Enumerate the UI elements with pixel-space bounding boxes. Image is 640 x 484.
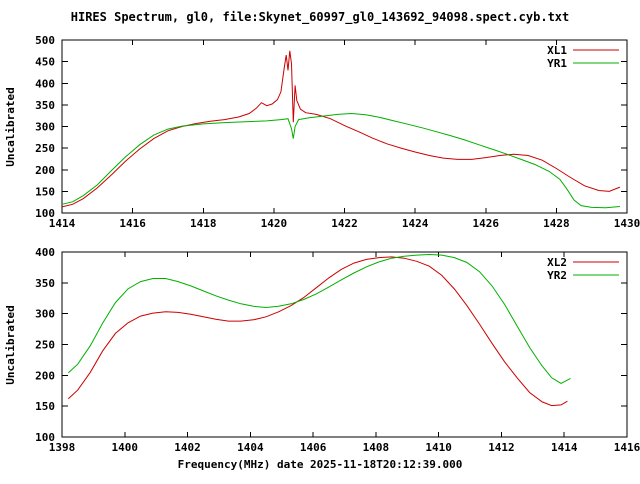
x-tick-label: 1428 bbox=[543, 217, 570, 230]
x-tick-label: 1418 bbox=[190, 217, 217, 230]
x-tick-label: 1422 bbox=[331, 217, 358, 230]
y-tick-label: 150 bbox=[35, 400, 55, 413]
y-tick-label: 100 bbox=[35, 207, 55, 220]
x-tick-label: 1398 bbox=[49, 441, 76, 454]
panel-top: 1414 1416 1418 1420 1422 1424 1426 1428 1430 100 1… bbox=[35, 34, 640, 230]
x-tick-label: 1414 bbox=[551, 441, 578, 454]
plot-border bbox=[61, 39, 628, 214]
y-tick-label: 350 bbox=[35, 99, 55, 112]
y-tick-label: 400 bbox=[35, 246, 55, 259]
y-tick-label: 350 bbox=[35, 277, 55, 290]
x-axis-label: Frequency(MHz) date 2025-11-18T20:12:39.… bbox=[178, 458, 463, 471]
chart-title: HIRES Spectrum, gl0, file:Skynet_60997_g… bbox=[71, 10, 570, 25]
y-tick-label: 200 bbox=[35, 164, 55, 177]
y-tick-label: 250 bbox=[35, 142, 55, 155]
x-tick-label: 1420 bbox=[261, 217, 288, 230]
y-tick-label: 100 bbox=[35, 431, 55, 444]
x-tick-label: 1408 bbox=[363, 441, 390, 454]
x-tick-label: 1416 bbox=[614, 441, 640, 454]
y-axis-label-bottom: Uncalibrated bbox=[4, 305, 17, 384]
y-tick-label: 300 bbox=[35, 121, 55, 134]
legend-label-xl1: XL1 bbox=[547, 44, 567, 57]
x-tick-label: 1416 bbox=[119, 217, 146, 230]
x-tick-label: 1424 bbox=[402, 217, 429, 230]
y-tick-label: 400 bbox=[35, 77, 55, 90]
y-tick-label: 500 bbox=[35, 34, 55, 47]
x-tick-label: 1404 bbox=[237, 441, 264, 454]
x-tick-label: 1406 bbox=[300, 441, 327, 454]
series-line-xl1 bbox=[61, 50, 621, 208]
legend-label-xl2: XL2 bbox=[547, 256, 567, 269]
legend-label-yr1: YR1 bbox=[547, 57, 567, 70]
x-tick-label: 1414 bbox=[49, 217, 76, 230]
x-tick-label: 1410 bbox=[425, 441, 452, 454]
x-tick-label: 1400 bbox=[112, 441, 139, 454]
y-tick-label: 250 bbox=[35, 339, 55, 352]
panel-bottom: 1398 1400 1402 1404 1406 1408 1410 1412 1414 1416… bbox=[35, 246, 640, 454]
y-axis-label-top: Uncalibrated bbox=[4, 87, 17, 166]
series-line-yr2 bbox=[67, 253, 571, 384]
x-tick-label: 1430 bbox=[614, 217, 640, 230]
y-tick-label: 300 bbox=[35, 308, 55, 321]
series-line-yr1 bbox=[61, 112, 620, 209]
y-tick-label: 200 bbox=[35, 369, 55, 382]
legend-label-yr2: YR2 bbox=[547, 269, 567, 282]
x-tick-label: 1412 bbox=[488, 441, 515, 454]
y-tick-label: 450 bbox=[35, 56, 55, 69]
y-tick-label: 150 bbox=[35, 185, 55, 198]
x-tick-label: 1426 bbox=[473, 217, 500, 230]
series-line-xl2 bbox=[67, 256, 568, 407]
x-tick-label: 1402 bbox=[174, 441, 201, 454]
